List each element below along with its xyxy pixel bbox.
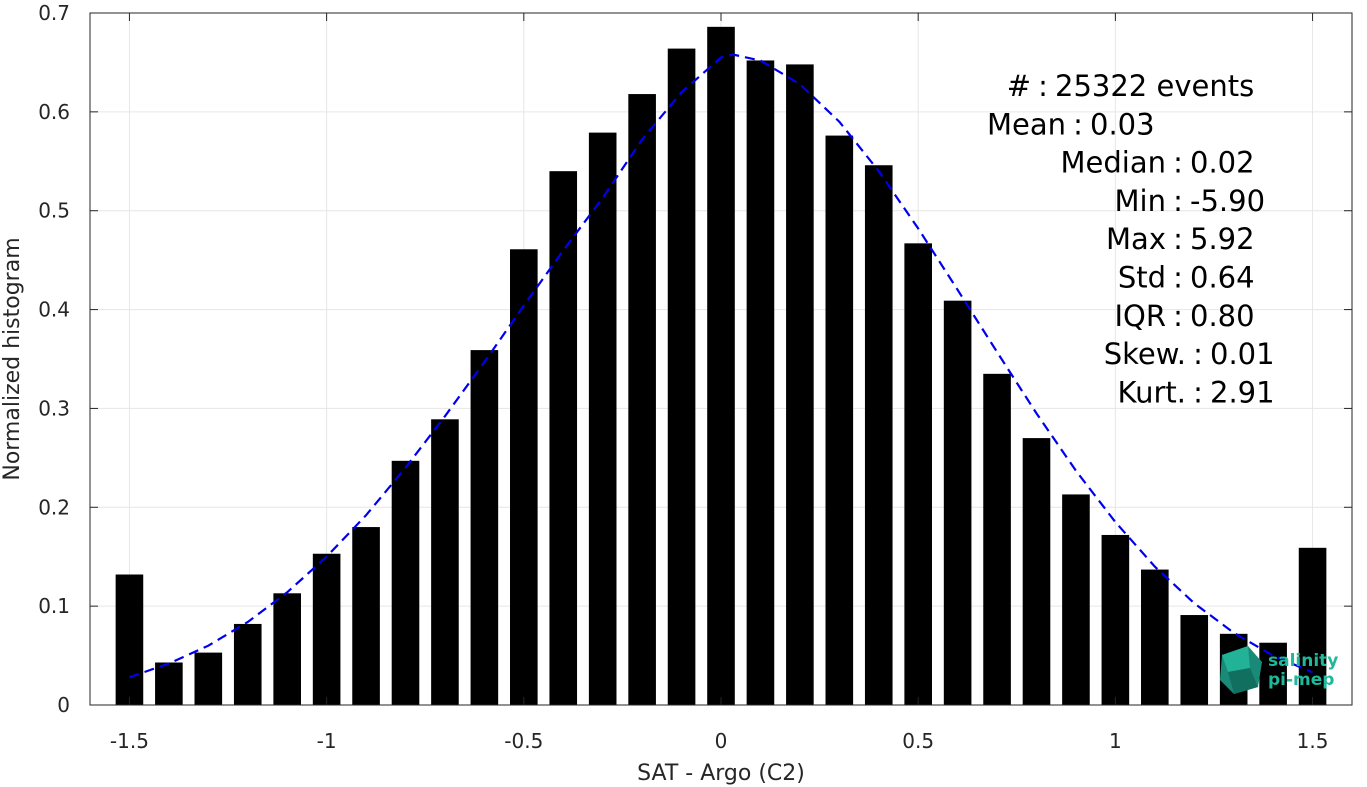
stat-value: 0.80 <box>1190 299 1255 333</box>
histogram-bar <box>431 419 459 705</box>
histogram-bar <box>943 300 972 705</box>
y-tick-label: 0.4 <box>38 298 70 322</box>
y-tick-label: 0.7 <box>38 1 70 25</box>
stat-separator: : <box>1173 146 1183 180</box>
histogram-bar <box>1180 615 1209 705</box>
stat-value: 0.01 <box>1210 337 1275 371</box>
histogram-bar <box>155 662 183 705</box>
gaussian-fit-curve <box>129 53 1314 679</box>
histogram-bar <box>391 460 420 705</box>
histogram-bar <box>1101 534 1130 705</box>
x-tick-label: 1.5 <box>1297 729 1329 753</box>
stat-separator: : <box>1193 337 1203 371</box>
stat-label: Median <box>1061 146 1166 180</box>
y-tick-label: 0.5 <box>38 199 70 223</box>
stat-label: Mean <box>987 107 1066 141</box>
stat-value: 0.64 <box>1190 261 1255 295</box>
histogram-bar <box>864 165 893 706</box>
histogram-bar <box>825 135 854 705</box>
y-axis-title: Normalized histogram <box>0 237 25 480</box>
histogram-bar <box>194 652 223 705</box>
histogram-bar <box>746 60 775 706</box>
histogram-bar <box>233 623 262 705</box>
x-tick-label: -0.5 <box>504 729 543 753</box>
histogram-bar <box>667 48 696 706</box>
histogram-bar <box>1141 569 1169 705</box>
stat-label: # <box>1007 69 1031 103</box>
stat-label: Min <box>1115 184 1166 218</box>
x-ticks: -1.5 -1 -0.5 0 0.5 1 1.5 <box>110 13 1329 753</box>
histogram-bar <box>707 26 735 705</box>
histogram-bar <box>1259 642 1287 705</box>
x-tick-label: -1.5 <box>110 729 149 753</box>
salinity-pimep-logo: salinity pi-mep <box>1220 646 1338 694</box>
stat-value: 25322 events <box>1055 69 1254 103</box>
stat-value: 0.02 <box>1190 146 1255 180</box>
stat-separator: : <box>1173 299 1183 333</box>
stat-label: Kurt. <box>1118 375 1186 409</box>
stat-value: 0.03 <box>1090 107 1155 141</box>
x-tick-label: 0.5 <box>902 729 934 753</box>
histogram-bar <box>904 243 932 705</box>
y-tick-label: 0 <box>57 693 70 717</box>
histogram-bar <box>1022 438 1051 705</box>
histogram-bar <box>273 593 301 705</box>
stat-label: Skew. <box>1104 337 1186 371</box>
histogram-bar <box>549 171 578 705</box>
y-tick-label: 0.3 <box>38 396 70 420</box>
stat-value: 5.92 <box>1190 222 1255 256</box>
stat-separator: : <box>1193 375 1203 409</box>
x-tick-label: 0 <box>715 729 728 753</box>
stat-label: Std <box>1118 261 1166 295</box>
histogram-bar <box>588 132 617 706</box>
stat-label: Max <box>1106 222 1166 256</box>
y-tick-label: 0.2 <box>38 495 70 519</box>
x-axis-title: SAT - Argo (C2) <box>637 761 805 786</box>
histogram-bar <box>312 553 341 705</box>
logo-text-line2: pi-mep <box>1268 670 1334 690</box>
y-tick-label: 0.1 <box>38 594 70 618</box>
histogram-bar <box>1062 494 1090 705</box>
logo-text-line1: salinity <box>1268 651 1338 671</box>
fit-curve-group <box>129 53 1314 679</box>
x-tick-label: 1 <box>1109 729 1122 753</box>
histogram-bar <box>352 527 380 705</box>
y-tick-label: 0.6 <box>38 100 70 124</box>
stat-separator: : <box>1173 261 1183 295</box>
histogram-bar <box>786 64 814 706</box>
histogram-bar <box>983 373 1011 705</box>
y-ticks: 0 0.1 0.2 0.3 0.4 0.5 0.6 0.7 <box>38 1 1352 717</box>
histogram-bar <box>510 249 538 706</box>
stat-value: -5.90 <box>1190 184 1265 218</box>
stat-separator: : <box>1073 107 1083 141</box>
bars <box>115 26 1327 706</box>
histogram-bar <box>1298 547 1327 705</box>
histogram-bar <box>628 94 656 705</box>
stat-separator: : <box>1173 184 1183 218</box>
histogram-bar <box>115 574 144 705</box>
stat-separator: : <box>1038 69 1048 103</box>
stat-value: 2.91 <box>1210 375 1275 409</box>
logo-icon <box>1220 646 1262 694</box>
histogram-bar <box>470 350 499 705</box>
stat-separator: : <box>1173 222 1183 256</box>
x-tick-label: -1 <box>317 729 337 753</box>
stat-label: IQR <box>1114 299 1166 333</box>
